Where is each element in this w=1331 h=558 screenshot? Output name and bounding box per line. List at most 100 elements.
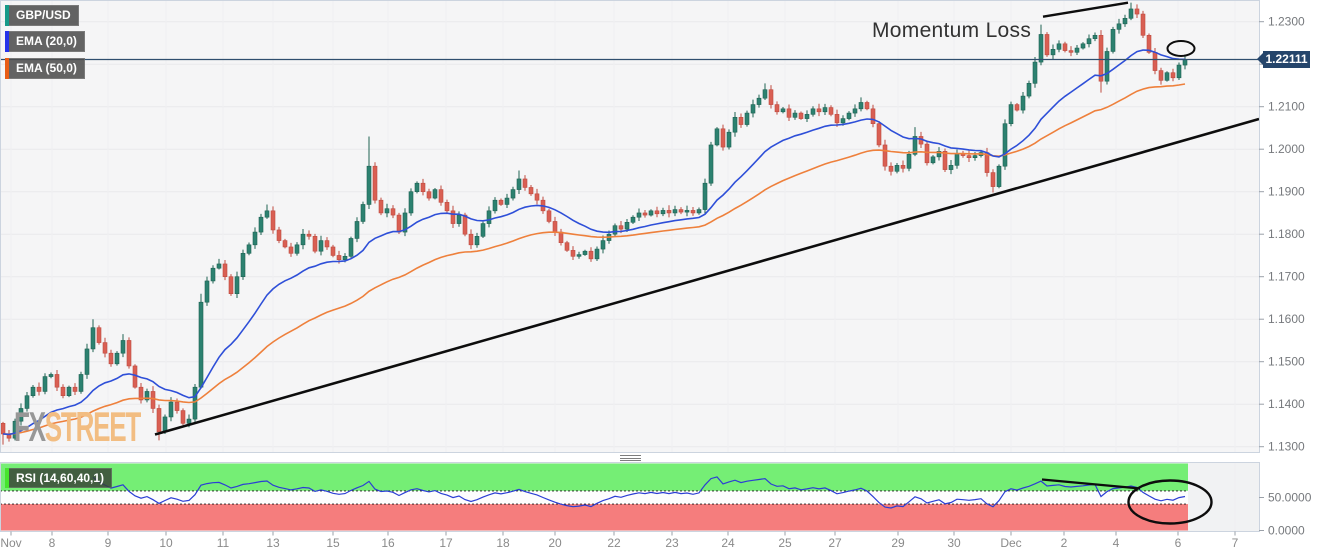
time-tick-label: 20 [548, 536, 562, 550]
candle-down [558, 231, 564, 243]
candle-up [582, 250, 588, 255]
candle-up [1122, 17, 1128, 25]
rsi-overbought-zone [0, 463, 1188, 491]
candle-up [684, 210, 690, 213]
candle-up [576, 254, 582, 257]
candle-up [780, 108, 786, 113]
candle-up [294, 244, 300, 254]
candle-up [1116, 23, 1122, 30]
candle-down [552, 221, 558, 233]
candle-up [384, 208, 390, 214]
time-tick-label: 2 [1061, 536, 1068, 550]
time-tick-label: 7 [1232, 536, 1239, 550]
time-tick-label: 24 [721, 536, 735, 550]
candle-down [522, 178, 528, 188]
candle-up [348, 238, 354, 257]
candle-up [486, 210, 492, 224]
time-tick-label: 6 [1175, 536, 1182, 550]
candle-down [876, 123, 882, 146]
candle-down [282, 240, 288, 248]
symbol-legend[interactable]: GBP/USD [5, 5, 79, 26]
time-tick-label: 11 [217, 536, 230, 550]
candle-up [1104, 51, 1110, 82]
candle-down [924, 143, 930, 164]
ema50-legend[interactable]: EMA (50,0) [5, 58, 85, 79]
candle-up [504, 197, 510, 205]
candle-up [1050, 49, 1056, 56]
trendline-rsi[interactable] [1041, 478, 1141, 490]
candle-down [444, 202, 450, 212]
candle-down [768, 89, 774, 105]
candle-up [264, 210, 270, 218]
candle-down [882, 144, 888, 167]
candle-up [954, 153, 960, 166]
candle-up [456, 214, 462, 224]
candle-up [192, 386, 198, 420]
candle-down [324, 240, 330, 248]
candle-up [90, 327, 96, 350]
candle-up [408, 191, 414, 214]
candle-down [228, 276, 234, 295]
candle-down [828, 107, 834, 115]
candle-down [1158, 70, 1164, 81]
candle-down [738, 117, 744, 125]
candle-down [1146, 34, 1152, 53]
price-tick-label: 1.1800 [1268, 227, 1305, 241]
candle-up [240, 253, 246, 277]
candle-down [36, 386, 42, 392]
candle-down [942, 151, 948, 170]
candle-up [120, 340, 126, 354]
time-tick-label: 8 [49, 536, 56, 550]
candle-up [744, 112, 750, 125]
rsi-legend[interactable]: RSI (14,60,40,1) [5, 468, 113, 488]
candle-up [726, 131, 732, 148]
fxstreet-watermark: FXSTREET [14, 403, 141, 451]
price-axis[interactable]: 1.23001.22001.21001.20001.19001.18001.17… [1259, 15, 1312, 538]
candle-down [138, 386, 144, 401]
candle-up [822, 107, 828, 113]
candle-up [936, 151, 942, 158]
candle-up [144, 391, 150, 401]
candle-up [186, 418, 192, 424]
candle-up [12, 420, 18, 439]
candle-down [678, 209, 684, 213]
trendline-main[interactable] [154, 117, 1260, 436]
candle-up [342, 255, 348, 260]
candle-up [204, 280, 210, 303]
candle-up [300, 233, 306, 246]
rsi-tick-label: 0.0000 [1268, 524, 1305, 538]
ellipse-annotation-rsi[interactable] [1127, 479, 1213, 525]
price-tick-label: 1.1300 [1268, 440, 1305, 454]
ema50-color-bar [5, 58, 9, 79]
candle-down [102, 342, 108, 354]
candle-down [438, 189, 444, 203]
price-panel-border [0, 0, 1260, 453]
candle-up [78, 374, 84, 392]
candle-up [972, 155, 978, 158]
ellipse-annotation-price[interactable] [1166, 40, 1196, 57]
candle-up [948, 165, 954, 170]
candle-down [774, 104, 780, 113]
symbol-color-bar [5, 5, 9, 26]
candle-down [816, 108, 822, 113]
time-tick-label: 16 [381, 536, 395, 550]
candle-up [432, 189, 438, 199]
candle-down [174, 401, 180, 411]
candle-up [594, 248, 600, 260]
candle-down [1068, 50, 1074, 53]
candle-down [666, 210, 672, 214]
candle-down [1140, 13, 1146, 36]
candle-down [888, 165, 894, 172]
ema20-legend[interactable]: EMA (20,0) [5, 31, 85, 52]
candle-up [258, 216, 264, 233]
panel-resize-handle[interactable] [620, 455, 641, 462]
candle-up [162, 416, 168, 433]
trendline-top[interactable] [1042, 1, 1129, 18]
time-axis[interactable]: Nov 8 9 10 11 13 15 16 17 18 20 22 23 24 25 27 29 30 Dec 2 4… [0, 531, 1239, 551]
candle-down [1134, 8, 1140, 15]
time-tick-label: 10 [159, 536, 173, 550]
candle-up [234, 276, 240, 295]
price-tick-label: 1.2300 [1268, 15, 1305, 29]
candle-down [462, 214, 468, 235]
